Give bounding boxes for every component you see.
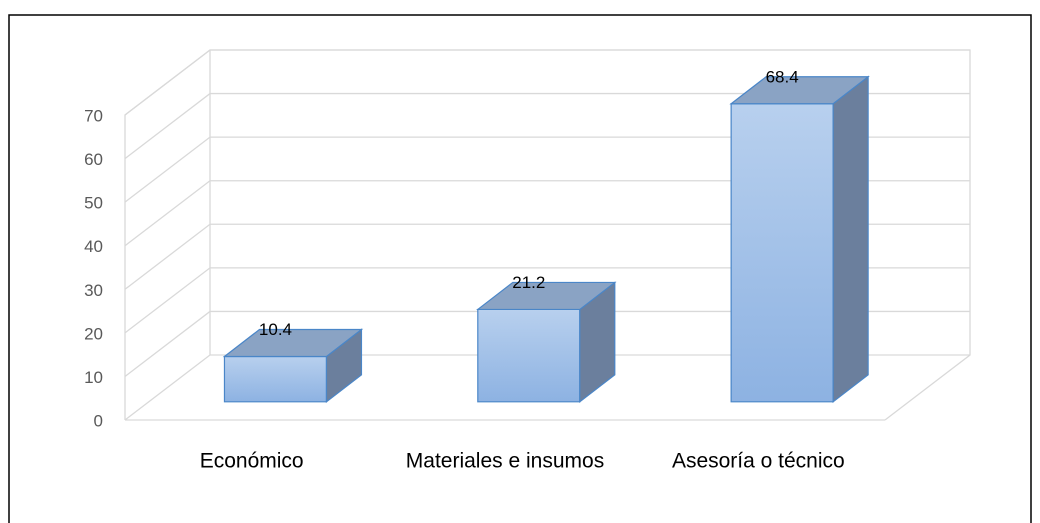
y-tick-label: 60 bbox=[84, 150, 103, 169]
value-label: 10.4 bbox=[259, 320, 292, 339]
grid-line bbox=[124, 267, 970, 334]
chart-frame bbox=[8, 14, 1032, 523]
bar bbox=[729, 75, 870, 404]
x-tick-label: Asesoría o técnico bbox=[672, 450, 845, 473]
grid-line bbox=[124, 223, 970, 290]
bar bbox=[476, 281, 617, 404]
x-tick-label: Económico bbox=[200, 450, 304, 473]
y-tick-label: 70 bbox=[84, 106, 103, 125]
grid-line bbox=[124, 354, 970, 421]
y-tick-label: 20 bbox=[84, 324, 103, 343]
y-tick-label: 0 bbox=[94, 411, 103, 430]
grid-line bbox=[124, 136, 970, 203]
bar-top bbox=[476, 281, 617, 311]
y-tick-label: 10 bbox=[84, 368, 103, 387]
y-tick-label: 40 bbox=[84, 237, 103, 256]
bar bbox=[222, 328, 364, 404]
bar-side bbox=[832, 75, 869, 404]
bar-top bbox=[222, 328, 364, 358]
bar-front bbox=[477, 308, 581, 403]
grid-line bbox=[124, 310, 970, 377]
value-label: 21.2 bbox=[512, 273, 545, 292]
value-label: 68.4 bbox=[766, 67, 799, 86]
grid-line bbox=[124, 49, 970, 116]
y-tick-label: 50 bbox=[84, 194, 103, 213]
grid-line bbox=[124, 180, 970, 247]
bar-front bbox=[223, 355, 328, 403]
bar-top bbox=[729, 76, 870, 105]
bar-front bbox=[730, 103, 834, 403]
grid-line bbox=[124, 92, 970, 160]
x-tick-label: Materiales e insumos bbox=[406, 450, 604, 473]
y-tick-label: 30 bbox=[84, 281, 103, 300]
